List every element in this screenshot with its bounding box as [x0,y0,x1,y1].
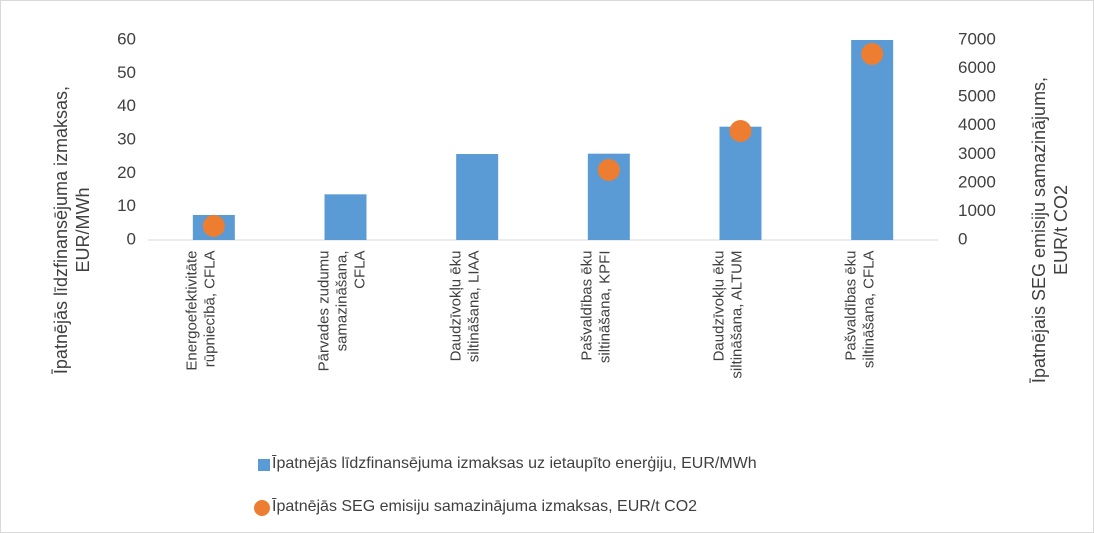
y2-tick-label: 5000 [958,87,996,106]
y-tick-label: 10 [117,196,136,215]
legend-swatch [258,459,270,471]
y2-tick-label: 6000 [958,58,996,77]
y-tick-label: 0 [127,229,136,248]
x-tick-label: Pašvaldības ēku siltināšana, CFLA [842,250,878,368]
x-tick-label: Daudzīvokļu ēku siltināšana, ALTUM [710,250,746,379]
y2-tick-label: 2000 [958,172,996,191]
y-axis-title: Īpatnējās līdzfinansējuma izmaksas, EUR/… [51,85,93,375]
bar [456,154,499,240]
y-tick-label: 20 [117,163,136,182]
y2-tick-label: 7000 [958,29,996,48]
legend-label: Īpatnējās līdzfinansējuma izmaksas uz ie… [272,455,757,472]
dot [729,120,752,142]
dot [202,215,225,237]
bar [719,126,762,240]
y2-tick-label: 1000 [958,201,996,220]
dot [861,43,884,65]
legend-swatch [254,500,270,516]
bar [851,40,894,240]
bar [324,194,367,240]
x-tick-label: Pašvaldības ēku siltināšana, KPFI [578,250,614,363]
y-tick-label: 50 [117,63,136,82]
y-tick-label: 40 [117,96,136,115]
x-tick-label: Pārvades zudumu samazināšana, CFLA [315,250,369,371]
dot [597,159,620,181]
x-tick-label: Daudzīvokļu ēku siltināšana, LIAA [447,250,483,362]
x-tick-label: Energoefektivitāte rūpniecībā, CFLA [183,250,219,371]
y2-tick-label: 3000 [958,144,996,163]
legend-label: Īpatnējās SEG emisiju samazinājuma izmak… [272,498,698,515]
y2-tick-label: 4000 [958,115,996,134]
y2-axis-title: Īpatnējais SEG emisiju samazinājums, EUR… [1029,76,1071,384]
y-tick-label: 30 [117,129,136,148]
y-tick-label: 60 [117,29,136,48]
y2-tick-label: 0 [958,229,967,248]
